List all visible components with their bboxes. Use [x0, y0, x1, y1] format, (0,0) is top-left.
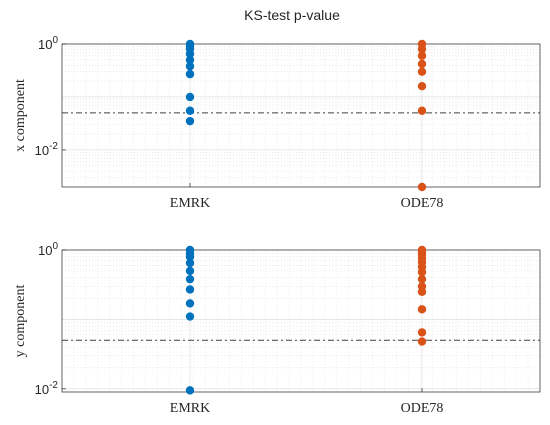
data-point-emrk: [185, 312, 195, 321]
x-tick-label: EMRK: [170, 196, 210, 211]
data-point-ode78: [417, 287, 427, 296]
data-point-emrk: [185, 116, 195, 126]
data-point-emrk: [185, 266, 195, 276]
data-point-ode78: [417, 328, 427, 337]
chart-title: KS-test p-value: [244, 7, 340, 23]
data-point-emrk: [185, 285, 195, 294]
y-tick-label: 10-2: [35, 380, 59, 397]
data-point-ode78: [417, 182, 427, 192]
data-point-emrk: [185, 49, 195, 59]
y-tick-label: 100: [38, 35, 58, 52]
data-point-emrk: [185, 69, 195, 79]
data-point-ode78: [417, 274, 427, 284]
data-point-ode78: [417, 106, 427, 115]
data-point-ode78: [417, 81, 427, 91]
data-point-emrk: [185, 55, 195, 65]
data-point-emrk: [185, 92, 195, 102]
subplot-2: 10-2 100 y component EMRK ODE78: [13, 241, 541, 416]
data-point-emrk: [185, 252, 195, 261]
data-point-emrk: [185, 299, 195, 308]
y-tick-label: 100: [38, 241, 58, 258]
y-tick-label: 10-2: [35, 141, 59, 158]
data-point-ode78: [417, 337, 427, 346]
y-axis-label: x component: [13, 79, 28, 152]
data-point-ode78: [417, 44, 427, 54]
subplot-1: 10-2 100 x component EMRK ODE78: [13, 35, 541, 211]
y-axis-label: y component: [13, 285, 28, 358]
data-point-ode78: [417, 59, 427, 69]
data-point-emrk: [185, 62, 195, 71]
data-point-emrk: [185, 386, 195, 395]
data-point-ode78: [417, 305, 427, 314]
data-point-ode78: [417, 67, 427, 76]
data-point-emrk: [185, 106, 195, 115]
x-tick-label: ODE78: [401, 196, 444, 211]
x-tick-label: EMRK: [170, 401, 210, 416]
plot-frame: [61, 249, 541, 393]
data-point-ode78: [417, 51, 427, 60]
plot-frame: [61, 43, 541, 188]
x-tick-label: ODE78: [401, 401, 444, 416]
data-point-emrk: [185, 258, 195, 268]
data-point-ode78: [417, 267, 427, 277]
data-point-emrk: [185, 274, 195, 284]
